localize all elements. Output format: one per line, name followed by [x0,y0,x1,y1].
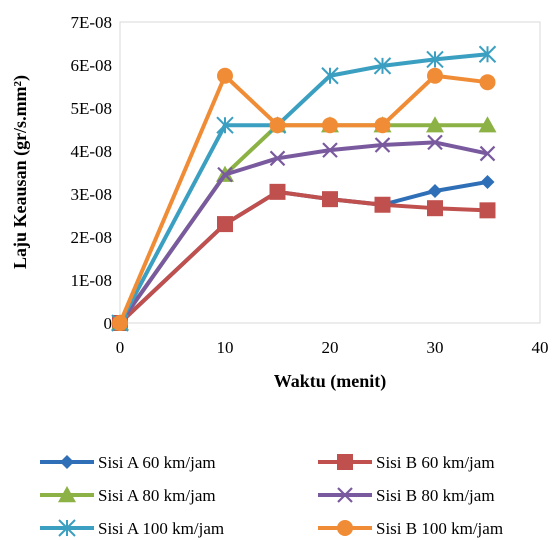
data-point [269,183,286,200]
data-point [374,196,391,213]
series-sisi-b-80-km-jam [112,134,496,331]
data-point [428,183,442,198]
legend-marker [58,486,76,503]
y-tick-label: 4E-08 [70,142,112,161]
data-point [112,315,128,331]
x-tick-label: 40 [532,338,549,357]
x-tick-label: 0 [116,338,125,357]
series-sisi-b-100-km-jam [112,67,496,331]
legend: Sisi A 60 km/jam Sisi B 60 km/jam Sisi A 8… [40,453,503,538]
legend-marker [337,454,353,470]
y-tick-label: 2E-08 [70,228,112,247]
legend-item: Sisi A 80 km/jam [40,486,216,505]
data-point [374,137,391,153]
series-sisi-a-80-km-jam [111,116,497,331]
legend-item: Sisi B 80 km/jam [318,486,495,505]
y-tick-label: 1E-08 [70,271,112,290]
data-point [322,191,338,208]
legend-label: Sisi B 60 km/jam [376,453,495,472]
legend-label: Sisi A 60 km/jam [98,453,216,472]
data-point [217,67,233,84]
legend-marker [58,519,76,537]
legend-marker [337,487,353,503]
legend-item: Sisi A 100 km/jam [40,519,224,538]
legend-item: Sisi A 60 km/jam [40,453,216,472]
series-line [118,73,488,324]
data-point [217,166,233,183]
data-point [322,117,338,134]
legend-label: Sisi A 80 km/jam [98,486,216,505]
data-point [427,134,443,151]
x-tick-label: 10 [217,338,234,357]
x-tick-label: 30 [427,338,444,357]
data-point [217,216,233,233]
x-tick-label: 20 [322,338,339,357]
legend-marker [60,455,74,469]
data-point [374,117,391,134]
data-point [478,116,497,133]
data-point [269,117,286,134]
x-axis-title: Waktu (menit) [274,371,387,392]
data-point [216,116,234,134]
data-point [480,174,495,189]
data-point [479,74,496,91]
y-tick-label: 7E-08 [70,13,112,32]
data-point [426,116,444,133]
y-axis-ticks: 0 1E-08 2E-08 3E-08 4E-08 5E-08 6E-08 7E-08 [70,13,112,333]
plot-frame [119,21,541,324]
x-axis-ticks: 0 10 20 30 40 [116,338,549,357]
plot-area [119,21,541,324]
legend-marker [337,520,353,536]
legend-item: Sisi B 100 km/jam [318,519,503,538]
y-tick-label: 0 [104,314,113,333]
data-point [426,50,444,69]
y-tick-label: 3E-08 [70,185,112,204]
y-tick-label: 5E-08 [70,99,112,118]
data-point [322,142,338,158]
data-point [373,57,392,75]
data-point [269,150,286,167]
data-point [321,67,339,85]
legend-label: Sisi A 100 km/jam [98,519,224,538]
data-point [427,200,443,217]
data-point [478,45,497,63]
data-point [479,145,496,162]
series-line [118,140,488,325]
y-tick-label: 6E-08 [70,56,112,75]
series-layer [111,45,497,332]
y-axis-title: Laju Keausan (gr/s.mm²) [10,75,31,269]
legend-item: Sisi B 60 km/jam [318,453,495,472]
data-point [427,67,443,84]
legend-label: Sisi B 80 km/jam [376,486,495,505]
data-point [479,202,496,219]
legend-label: Sisi B 100 km/jam [376,519,503,538]
